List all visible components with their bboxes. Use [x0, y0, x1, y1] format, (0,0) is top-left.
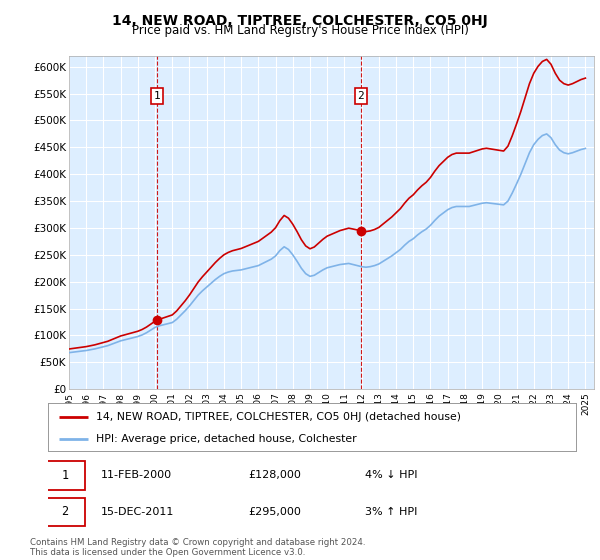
- Text: HPI: Average price, detached house, Colchester: HPI: Average price, detached house, Colc…: [95, 434, 356, 444]
- Text: 15-DEC-2011: 15-DEC-2011: [101, 507, 174, 517]
- Text: 11-FEB-2000: 11-FEB-2000: [101, 470, 172, 480]
- FancyBboxPatch shape: [46, 498, 85, 526]
- Text: 1: 1: [154, 91, 160, 101]
- Text: £295,000: £295,000: [248, 507, 302, 517]
- Text: 2: 2: [358, 91, 364, 101]
- Text: 3% ↑ HPI: 3% ↑ HPI: [365, 507, 417, 517]
- Text: 14, NEW ROAD, TIPTREE, COLCHESTER, CO5 0HJ: 14, NEW ROAD, TIPTREE, COLCHESTER, CO5 0…: [112, 14, 488, 28]
- Text: 4% ↓ HPI: 4% ↓ HPI: [365, 470, 418, 480]
- Text: Price paid vs. HM Land Registry's House Price Index (HPI): Price paid vs. HM Land Registry's House …: [131, 24, 469, 37]
- Text: Contains HM Land Registry data © Crown copyright and database right 2024.
This d: Contains HM Land Registry data © Crown c…: [30, 538, 365, 557]
- FancyBboxPatch shape: [46, 461, 85, 489]
- Text: 2: 2: [62, 505, 69, 519]
- Text: £128,000: £128,000: [248, 470, 302, 480]
- Text: 1: 1: [62, 469, 69, 482]
- Text: 14, NEW ROAD, TIPTREE, COLCHESTER, CO5 0HJ (detached house): 14, NEW ROAD, TIPTREE, COLCHESTER, CO5 0…: [95, 412, 461, 422]
